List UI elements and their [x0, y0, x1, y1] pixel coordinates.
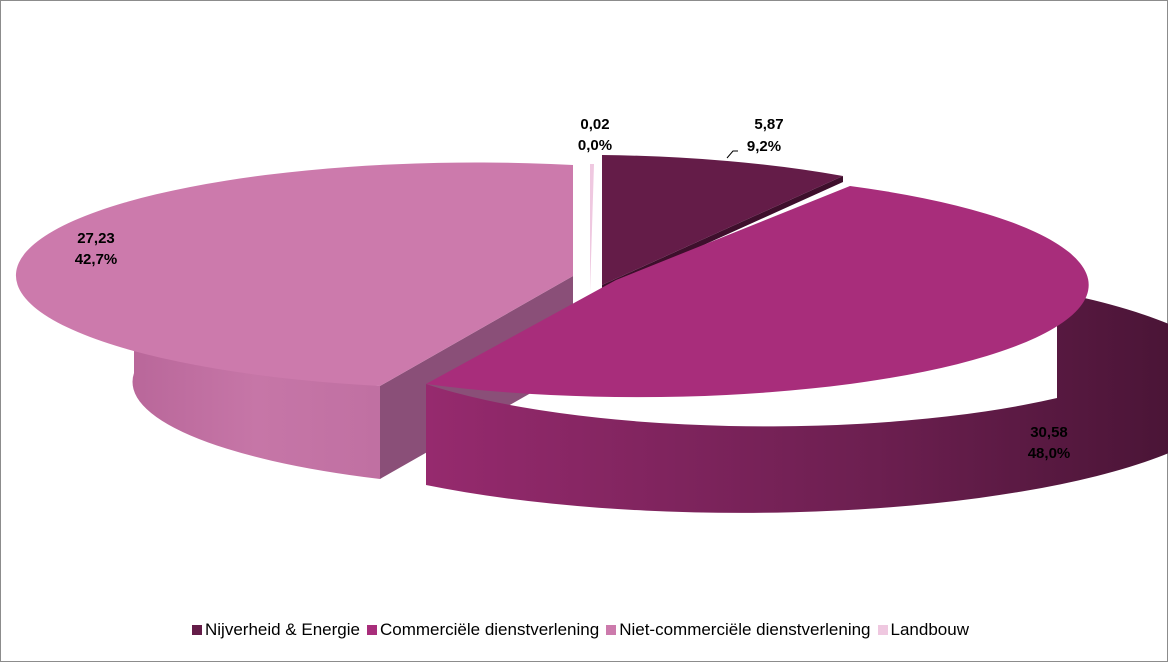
legend-swatch-commerciele [366, 625, 377, 635]
slice-nijverheid [602, 155, 843, 285]
slice-niet-commerciele-side [132, 280, 380, 479]
label-commerciele-value: 30,58 [1030, 424, 1068, 441]
slice-commerciele [426, 186, 1089, 398]
legend-label-commerciele: Commerciële dienstverlening [379, 620, 600, 639]
legend-label-niet-commerciele: Niet-commerciële dienstverlening [619, 620, 871, 639]
label-nijverheid-value: 5,87 [754, 116, 783, 133]
slice-niet-commerciele [15, 162, 573, 386]
legend-swatch-nijverheid [192, 625, 202, 635]
legend: Nijverheid & Energie Commerciële dienstv… [0, 620, 1168, 640]
label-landbouw-value: 0,02 [580, 116, 609, 133]
label-commerciele-percent: 48,0% [1028, 445, 1071, 462]
legend-swatch-landbouw [877, 625, 888, 635]
label-nijverheid-percent: 9,2% [747, 138, 781, 155]
legend-item-niet-commerciele: Niet-commerciële dienstverlening [606, 620, 871, 640]
legend-label-nijverheid: Nijverheid & Energie [205, 620, 360, 639]
legend-label-landbouw: Landbouw [890, 620, 969, 639]
slice-commerciele-side [426, 292, 1168, 513]
label-niet-commerciele-percent: 42,7% [75, 251, 118, 268]
legend-item-nijverheid: Nijverheid & Energie [192, 620, 360, 640]
label-landbouw-percent: 0,0% [578, 137, 612, 154]
legend-swatch-niet-commerciele [606, 625, 617, 635]
label-niet-commerciele-value: 27,23 [77, 230, 115, 247]
leader-line-nijverheid [726, 150, 738, 159]
legend-item-landbouw: Landbouw [877, 620, 969, 640]
slice-landbouw [590, 164, 594, 292]
legend-item-commerciele: Commerciële dienstverlening [366, 620, 600, 640]
